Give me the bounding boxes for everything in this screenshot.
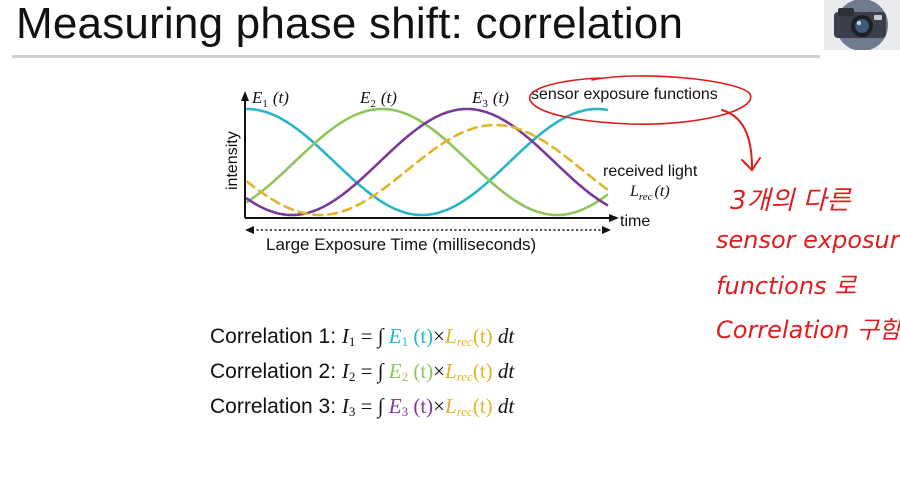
camera-logo-icon	[824, 0, 900, 50]
e1-label: E1 (t)	[251, 88, 289, 110]
formula-prefix: Correlation 1:	[210, 325, 337, 348]
received-light-label: received light	[603, 163, 698, 180]
annotation-line-2: sensor exposure	[716, 226, 900, 254]
received-light-curve	[245, 123, 609, 217]
time-axis-label: time	[620, 213, 650, 230]
exposure-span-arrow	[245, 226, 611, 234]
figure-axes	[241, 91, 619, 222]
intensity-axis-label: intensity	[224, 131, 241, 190]
e2-label: E2 (t)	[359, 88, 397, 110]
sensor-exposure-label: sensor exposure functions	[531, 86, 718, 103]
slide-title: Measuring phase shift: correlation	[16, 0, 684, 48]
exposure-time-label: Large Exposure Time (milliseconds)	[266, 235, 536, 254]
formula-prefix: Correlation 2:	[210, 360, 337, 383]
annotation-line-4: Correlation 구함	[716, 316, 900, 344]
e2-exposure-curve	[245, 107, 609, 217]
annotation-line-3: functions 로	[716, 272, 857, 300]
correlation-formula-3: Correlation 3: I3 = ∫ E3 (t)×Lrec(t) dt	[210, 394, 515, 419]
e3-label: E3 (t)	[471, 88, 509, 110]
title-divider	[12, 55, 820, 58]
annotation-line-1: 3개의 다른	[730, 186, 851, 216]
formula-prefix: Correlation 3:	[210, 395, 337, 418]
correlation-formula-1: Correlation 1: I1 = ∫ E1 (t)×Lrec(t) dt	[210, 324, 515, 349]
handwritten-circle-annotation	[529, 75, 761, 172]
e1-exposure-curve	[245, 107, 609, 217]
lrec-label: Lrec (t)	[629, 183, 670, 203]
correlation-formula-2: Correlation 2: I2 = ∫ E2 (t)×Lrec(t) dt	[210, 359, 515, 384]
